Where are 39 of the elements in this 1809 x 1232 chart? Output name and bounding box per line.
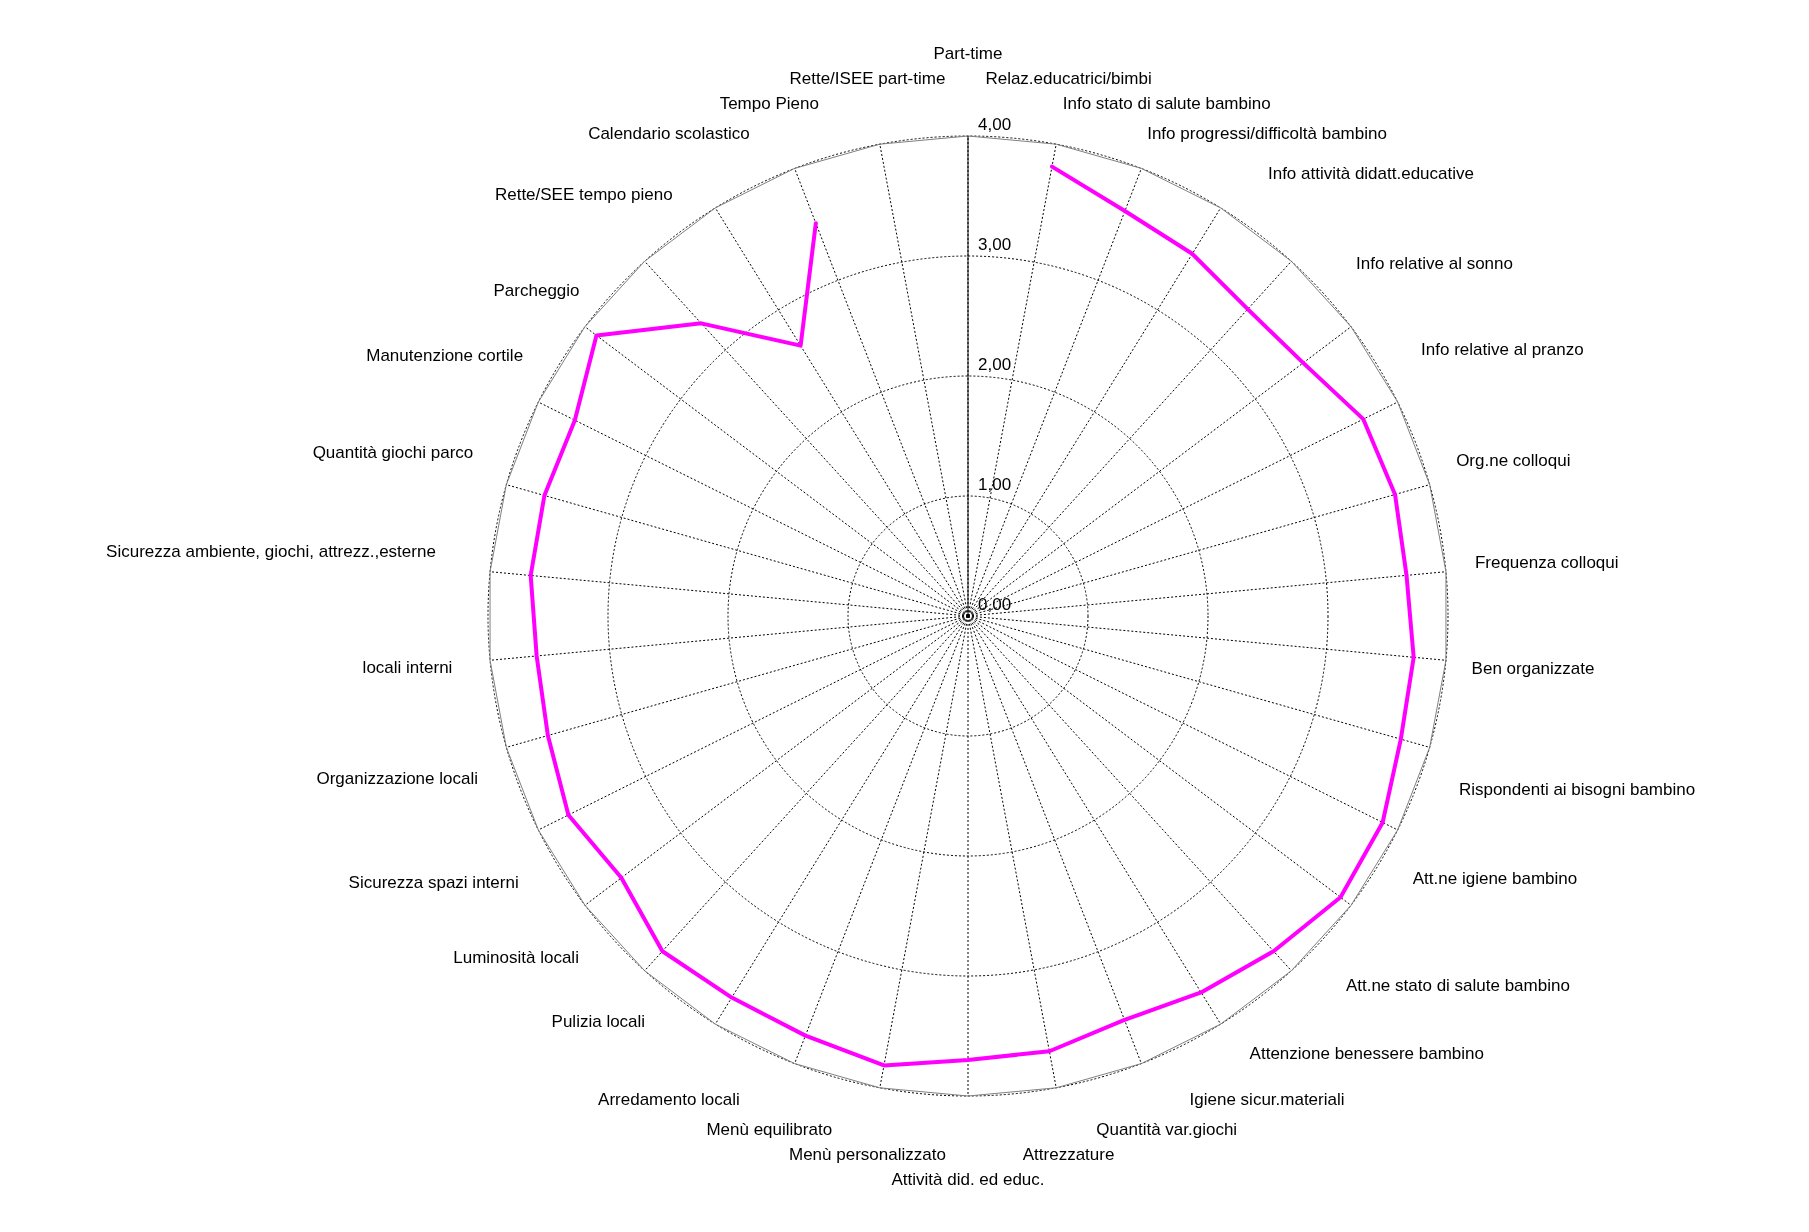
spoke-label: Att.ne igiene bambino — [1412, 868, 1578, 888]
spoke-label: Ben organizzate — [1471, 658, 1595, 678]
y-tick-label: 4,00 — [978, 115, 1012, 134]
spoke-label: Quantità var.giochi — [1096, 1119, 1238, 1139]
spoke-label: Part-time — [933, 43, 1003, 63]
spoke-label: Arredamento locali — [598, 1089, 740, 1109]
spoke-label: Igiene sicur.materiali — [1189, 1089, 1345, 1109]
spoke-label: Rette/SEE tempo pieno — [494, 185, 673, 205]
spoke-label: Info relative al sonno — [1356, 254, 1513, 274]
y-tick-label: 1,00 — [978, 475, 1012, 494]
y-tick-label: 0,00 — [978, 595, 1012, 614]
spoke-label: Sicurezza ambiente, giochi, attrezz.,esterne — [106, 541, 436, 561]
spoke-label: Tempo Pieno — [719, 93, 819, 113]
spoke-label: Relaz.educatrici/bimbi — [985, 68, 1152, 88]
spoke-label: Menù personalizzato — [788, 1144, 946, 1164]
spoke-label: Frequenza colloqui — [1474, 552, 1619, 572]
spoke-label: Info relative al pranzo — [1421, 340, 1584, 360]
spoke-label: Manutenzione cortile — [366, 345, 524, 365]
spoke-label: Attrezzature — [1022, 1144, 1115, 1164]
spoke-label: Org.ne colloqui — [1456, 451, 1571, 471]
y-tick-label: 3,00 — [978, 235, 1012, 254]
spoke-label: Attività did. ed educ. — [891, 1169, 1045, 1189]
spoke-label: Rette/ISEE part-time — [789, 68, 946, 88]
spoke-label: Menù equilibrato — [706, 1119, 833, 1139]
spoke-label: Parcheggio — [493, 280, 580, 300]
spoke-label: Att.ne stato di salute bambino — [1345, 976, 1570, 996]
spoke-label: Info attività didatt.educative — [1267, 164, 1474, 184]
spoke-label: Rispondenti ai bisogni bambino — [1458, 779, 1696, 799]
spoke-label: Attenzione benessere bambino — [1249, 1043, 1485, 1063]
spoke-label: locali interni — [362, 658, 453, 678]
y-tick-label: 2,00 — [978, 355, 1012, 374]
spoke-label: Calendario scolastico — [588, 123, 750, 143]
spoke-label: Sicurezza spazi interni — [348, 872, 519, 892]
spoke-label: Pulizia locali — [551, 1011, 646, 1031]
spoke-label: Info progressi/difficoltà bambino — [1147, 123, 1387, 143]
spoke-label: Quantità giochi parco — [312, 442, 474, 462]
spoke-label: Luminosità locali — [453, 947, 579, 967]
spoke-label: Organizzazione locali — [316, 768, 478, 788]
spoke-label: Info stato di salute bambino — [1062, 93, 1271, 113]
